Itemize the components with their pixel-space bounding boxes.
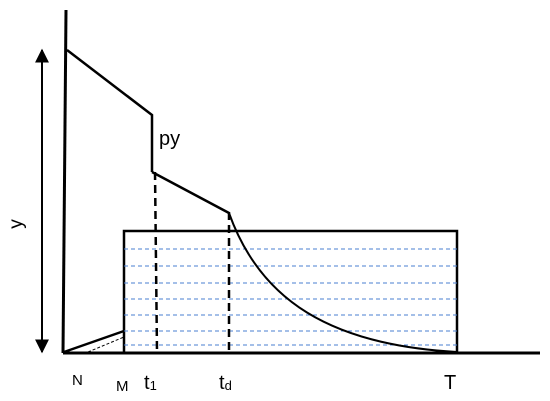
label-td: td [219, 372, 232, 394]
label-py: py [159, 128, 180, 150]
decay-curve [228, 212, 458, 353]
label-T: T [444, 372, 456, 394]
water-lines [124, 248, 457, 346]
label-N: N [72, 372, 83, 389]
origin-solid-slope [63, 329, 125, 354]
origin-dashed-slope [87, 336, 125, 353]
vertical-axis [61, 9, 68, 354]
t1-dashed-line [153, 171, 159, 353]
label-M: M [116, 378, 129, 395]
pressure-line-lower [151, 170, 230, 215]
label-y: y [6, 219, 27, 229]
pressure-line-upper [66, 49, 154, 172]
label-t1: t1 [144, 372, 157, 394]
tank-rectangle [122, 229, 459, 355]
